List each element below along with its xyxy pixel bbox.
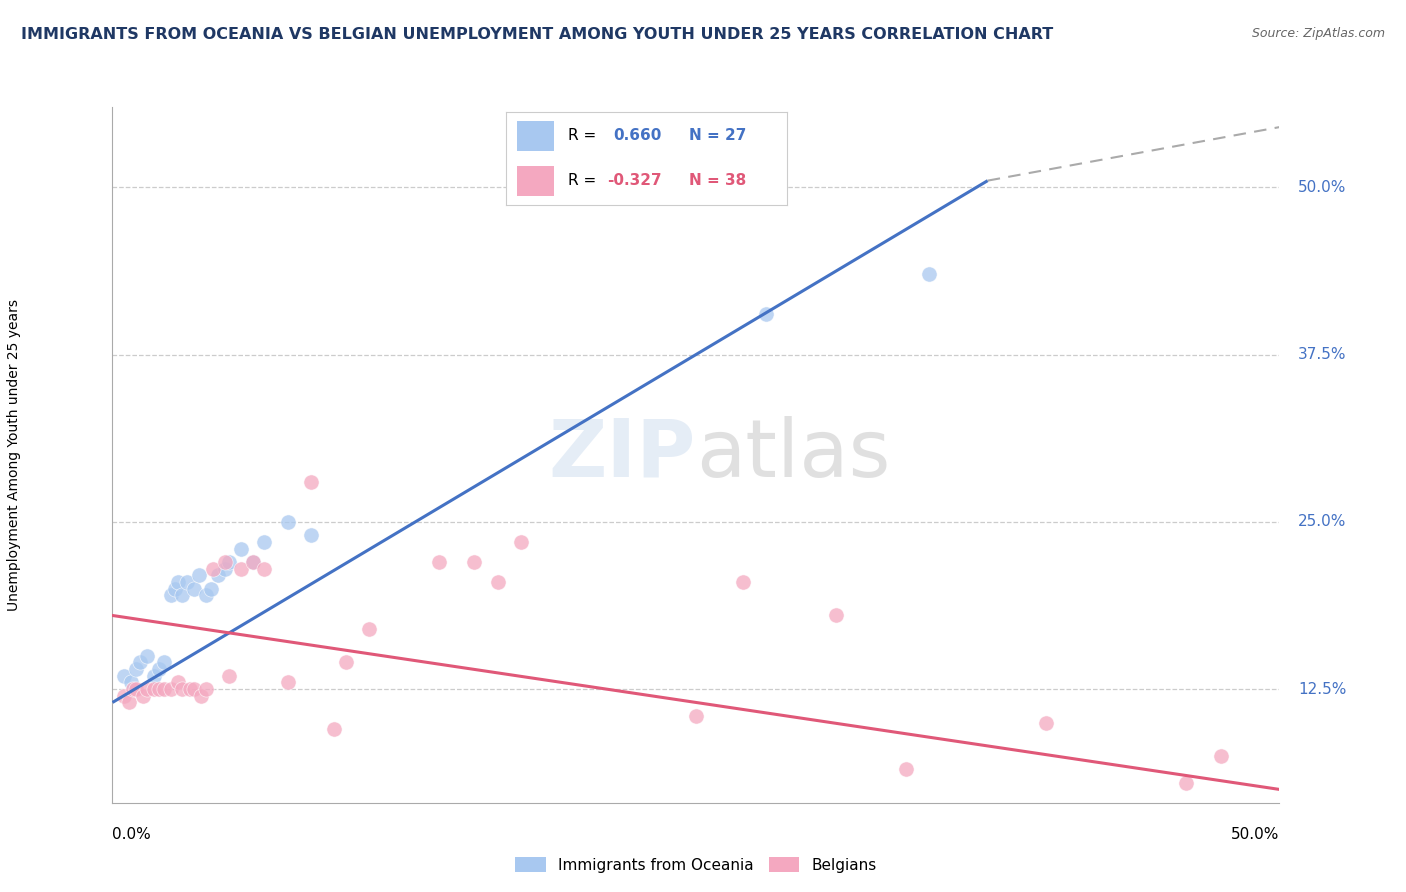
Point [229, 541, 252, 556]
Point [218, 669, 240, 683]
Point [125, 681, 148, 696]
Text: 12.5%: 12.5% [1298, 681, 1347, 697]
Text: N = 38: N = 38 [689, 173, 747, 188]
Point [463, 555, 485, 569]
Point [207, 568, 229, 582]
Bar [517, 120, 554, 151]
Point [214, 555, 236, 569]
Point [335, 655, 357, 669]
Point [755, 307, 778, 322]
Point [201, 562, 224, 576]
Text: 25.0%: 25.0% [1298, 515, 1347, 529]
Point [148, 681, 170, 696]
Point [183, 582, 205, 596]
Point [918, 268, 941, 282]
Point [1035, 715, 1057, 730]
Point [166, 575, 188, 590]
Point [136, 681, 159, 696]
Point [136, 648, 159, 663]
Point [323, 723, 346, 737]
Point [176, 575, 198, 590]
Point [165, 582, 187, 596]
Point [200, 582, 222, 596]
Point [187, 568, 209, 582]
Text: 50.0%: 50.0% [1298, 180, 1347, 194]
Point [218, 555, 240, 569]
Point [214, 562, 236, 576]
Point [153, 655, 176, 669]
Point [148, 662, 170, 676]
Point [179, 681, 201, 696]
Legend: Immigrants from Oceania, Belgians: Immigrants from Oceania, Belgians [509, 850, 883, 879]
Point [129, 655, 152, 669]
Point [122, 681, 145, 696]
Point [194, 681, 217, 696]
Point [486, 575, 509, 590]
Point [118, 696, 141, 710]
Point [143, 681, 166, 696]
Point [1209, 749, 1232, 764]
Point [1175, 775, 1198, 790]
Point [253, 562, 276, 576]
Point [253, 535, 276, 549]
Point [359, 622, 381, 636]
Text: 0.660: 0.660 [613, 128, 661, 143]
Text: N = 27: N = 27 [689, 128, 747, 143]
Text: 0.0%: 0.0% [112, 827, 152, 842]
Point [427, 555, 450, 569]
Point [172, 681, 194, 696]
Point [242, 555, 264, 569]
Text: R =: R = [568, 128, 606, 143]
Point [731, 575, 754, 590]
Point [190, 689, 212, 703]
Text: 37.5%: 37.5% [1298, 347, 1347, 362]
Point [299, 475, 322, 489]
Point [685, 708, 707, 723]
Point [509, 535, 531, 549]
Bar [517, 166, 554, 196]
Point [276, 675, 298, 690]
Text: Unemployment Among Youth under 25 years: Unemployment Among Youth under 25 years [7, 299, 21, 611]
Point [229, 562, 252, 576]
Point [825, 608, 848, 623]
Point [166, 675, 188, 690]
Text: 50.0%: 50.0% [1232, 827, 1279, 842]
Text: atlas: atlas [696, 416, 890, 494]
Point [299, 528, 322, 542]
Point [172, 589, 194, 603]
Point [112, 669, 135, 683]
Point [132, 689, 155, 703]
Text: R =: R = [568, 173, 602, 188]
Point [183, 681, 205, 696]
Point [894, 762, 917, 776]
Point [120, 675, 142, 690]
Text: -0.327: -0.327 [607, 173, 662, 188]
Point [276, 515, 298, 529]
Point [160, 681, 183, 696]
Point [153, 681, 176, 696]
Point [125, 662, 148, 676]
Text: Source: ZipAtlas.com: Source: ZipAtlas.com [1251, 27, 1385, 40]
Point [143, 669, 166, 683]
Text: IMMIGRANTS FROM OCEANIA VS BELGIAN UNEMPLOYMENT AMONG YOUTH UNDER 25 YEARS CORRE: IMMIGRANTS FROM OCEANIA VS BELGIAN UNEMP… [21, 27, 1053, 42]
Point [112, 689, 135, 703]
Text: ZIP: ZIP [548, 416, 696, 494]
Point [194, 589, 217, 603]
Point [242, 555, 264, 569]
Point [160, 589, 183, 603]
